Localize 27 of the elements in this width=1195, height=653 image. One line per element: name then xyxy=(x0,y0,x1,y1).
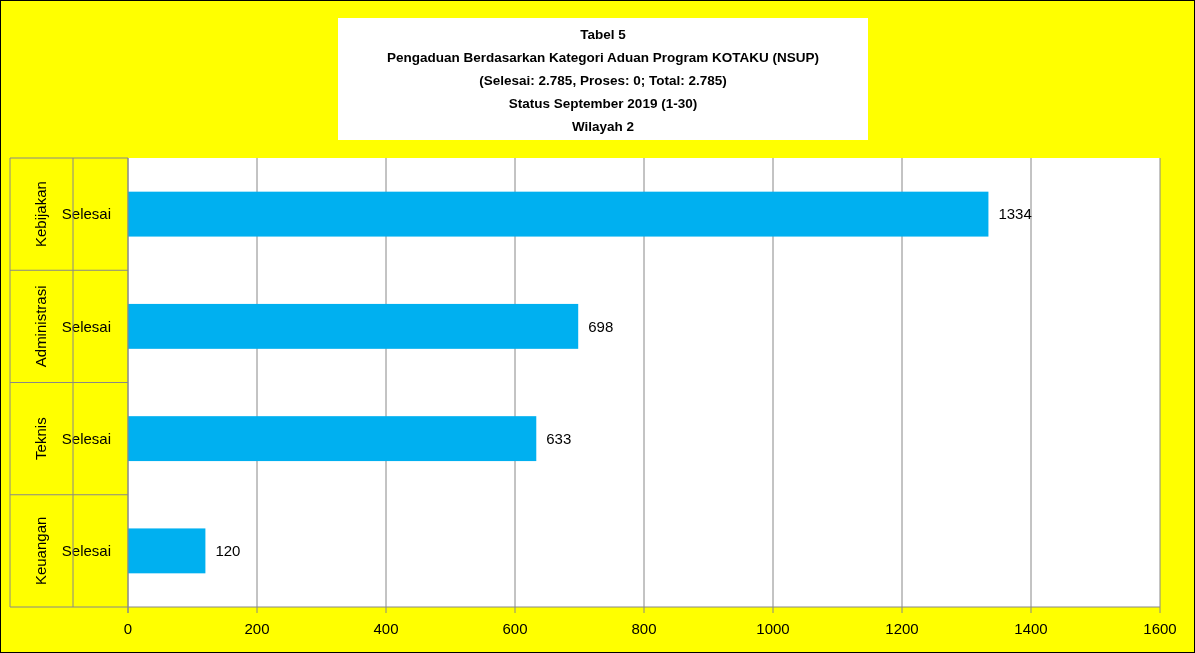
text: Selesai xyxy=(61,317,111,335)
bar xyxy=(128,303,579,349)
x-tick-label: 200 xyxy=(244,620,270,637)
x-tick-label: 0 xyxy=(123,620,133,637)
y-tick-label: Administrasi xyxy=(32,285,50,368)
bar xyxy=(128,416,537,462)
x-tick-label: 400 xyxy=(373,620,399,637)
text: Selesai xyxy=(61,542,111,560)
y-tick-label: Teknis xyxy=(32,417,50,460)
data-label: 633 xyxy=(546,429,572,447)
bar xyxy=(128,191,989,237)
y-tick-label: Kebijakan xyxy=(32,181,50,248)
data-label: 698 xyxy=(588,317,614,335)
x-tick-label: 1000 xyxy=(756,620,790,637)
x-tick-label: 600 xyxy=(502,620,528,637)
bar xyxy=(128,528,206,574)
x-tick-label: 1400 xyxy=(1014,620,1048,637)
series-label: Selesai xyxy=(61,205,111,223)
data-label: 1334 xyxy=(998,205,1032,223)
y-tick-label: Keuangan xyxy=(32,516,50,586)
data-label: 120 xyxy=(215,542,241,560)
x-tick-label: 1200 xyxy=(885,620,919,637)
chart-subtitle: Pengaduan Berdasarkan Kategori Aduan Program KOTAKU (NSUP) (Selesai: 2.785, Proses: 0; Total: 2.785) Status September 2019 (1-30) Wilayah 2 xyxy=(386,50,820,134)
chart-title: Tabel 5 xyxy=(580,27,627,42)
text: Selesai xyxy=(61,429,111,447)
x-tick-label: 1600 xyxy=(1143,620,1177,637)
x-tick-label: 800 xyxy=(631,620,657,637)
